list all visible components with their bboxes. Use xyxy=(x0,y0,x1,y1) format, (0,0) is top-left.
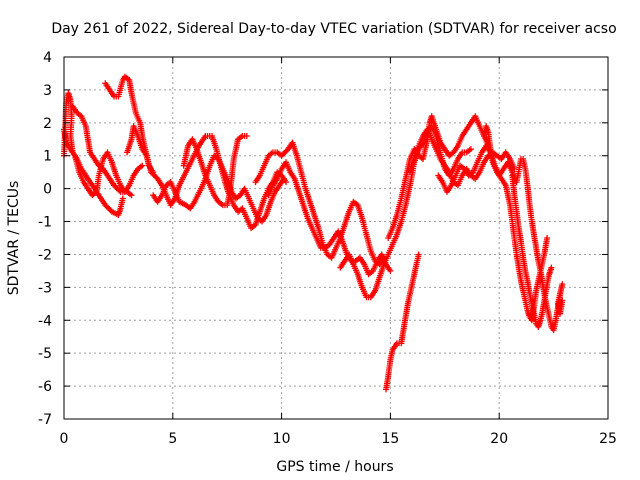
series-track-k xyxy=(383,251,422,393)
data-point xyxy=(544,235,551,241)
data-point xyxy=(119,195,126,202)
series-track-b xyxy=(61,126,146,199)
y-tick-label: -6 xyxy=(38,379,52,395)
y-tick-label: 2 xyxy=(43,116,52,132)
grid-lines xyxy=(64,57,608,419)
plot-frame xyxy=(63,56,609,420)
data-point xyxy=(139,162,146,169)
data-point xyxy=(467,146,474,153)
y-tick-label: -5 xyxy=(38,346,52,362)
y-tick-label: -3 xyxy=(38,280,52,296)
data-point xyxy=(387,267,394,274)
y-axis-label: SDTVAR / TECUs xyxy=(6,181,22,296)
x-axis-label: GPS time / hours xyxy=(276,459,393,475)
x-tick-label: 10 xyxy=(273,431,291,447)
data-point xyxy=(116,187,123,194)
y-tick-label: 4 xyxy=(43,50,52,66)
y-tick-label: 3 xyxy=(43,83,52,99)
chart-title: Day 261 of 2022, Sidereal Day-to-day VTE… xyxy=(51,21,616,37)
x-tick-label: 0 xyxy=(60,431,69,447)
series-track-j xyxy=(337,123,474,301)
y-tick-label: -4 xyxy=(38,313,52,329)
x-tick-label: 15 xyxy=(381,431,399,447)
series-track-q xyxy=(520,156,566,334)
y-tick-label: 0 xyxy=(43,182,52,198)
data-point xyxy=(243,133,250,139)
y-tick-label: -7 xyxy=(38,412,52,428)
x-tick-label: 5 xyxy=(168,431,177,447)
series-track-g xyxy=(180,133,250,209)
x-tick-label: 20 xyxy=(490,431,508,447)
series-track-o xyxy=(481,123,551,324)
x-tick-label: 25 xyxy=(599,431,617,447)
y-tick-label: -2 xyxy=(38,247,52,263)
data-point xyxy=(128,192,135,199)
data-point xyxy=(415,251,422,258)
series-track-c xyxy=(69,103,135,199)
series-track-l xyxy=(385,113,492,241)
data-point xyxy=(559,297,566,304)
data-point xyxy=(280,175,287,182)
data-points xyxy=(61,73,566,393)
data-point xyxy=(548,264,555,271)
y-tick-label: 1 xyxy=(43,149,52,165)
y-tick-label: -1 xyxy=(38,215,52,231)
